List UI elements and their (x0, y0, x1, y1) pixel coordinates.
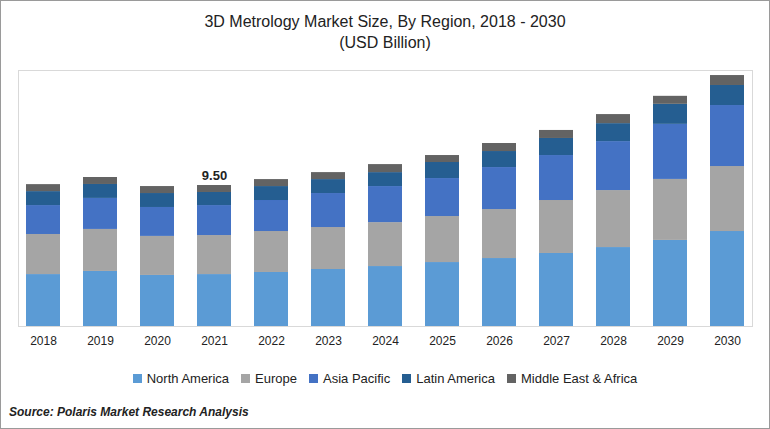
svg-text:2021: 2021 (201, 334, 228, 348)
svg-text:2018: 2018 (30, 334, 57, 348)
html-text:Latin America: Latin America (416, 371, 495, 386)
html-text:3D Metrology Market Size, By R: 3D Metrology Market Size, By Region, 201… (204, 13, 566, 30)
svg-text:2030: 2030 (714, 334, 741, 348)
svg-text:2026: 2026 (486, 334, 513, 348)
html-text:North America: North America (146, 371, 230, 386)
svg-text:2024: 2024 (372, 334, 399, 348)
svg-text:2025: 2025 (429, 334, 456, 348)
html-text:Asia Pacific: Asia Pacific (323, 371, 391, 386)
svg-text:2020: 2020 (144, 334, 171, 348)
html-text:Europe: Europe (255, 371, 297, 386)
svg-text:2019: 2019 (87, 334, 114, 348)
svg-text:2028: 2028 (600, 334, 627, 348)
svg-text:2029: 2029 (657, 334, 684, 348)
svg-text:9.50: 9.50 (202, 168, 227, 183)
svg-text:2022: 2022 (258, 334, 285, 348)
svg-text:2027: 2027 (543, 334, 570, 348)
html-text:Source: Polaris Market Researc: Source: Polaris Market Research Analysis (9, 405, 249, 419)
svg-text:2023: 2023 (315, 334, 342, 348)
html-text:Middle East & Africa: Middle East & Africa (521, 371, 638, 386)
html-text:(USD Billion): (USD Billion) (339, 34, 431, 51)
